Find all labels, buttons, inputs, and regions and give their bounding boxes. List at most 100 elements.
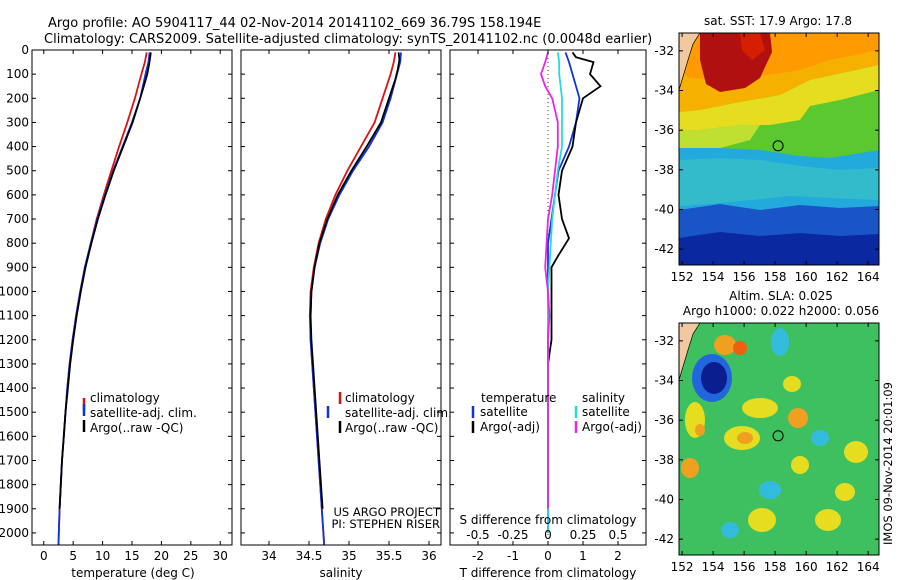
legend-label-satellite: satellite-adj. clim. [345,406,452,420]
x-tick-label: -1 [507,549,519,563]
legend-label-t-satellite: satellite [480,405,528,419]
x-tick-label: 35 [341,549,356,563]
lat-tick-label: -32 [654,334,674,348]
y-tick-label: 400 [6,140,29,154]
lon-tick-label: 158 [764,270,787,284]
legend-label-t-argo: Argo(-adj) [480,420,540,434]
lon-tick-label: 156 [733,270,756,284]
y-tick-label: 1400 [0,381,29,395]
temperature-x-axis: 0 5 10 15 20 25 30 [40,50,228,563]
lat-tick-label: -42 [654,242,674,256]
sst-map-panel: sat. SST: 17.9 Argo: 17.8 152 154 156 158 16… [654,14,879,284]
lat-tick-label: -36 [654,123,674,137]
s-difference-axis: -0.5 -0.25 0 0.25 0.5 [466,528,627,542]
x-tick-label: 0 [40,549,48,563]
salinity-series [308,52,402,546]
lat-tick-label: -42 [654,532,674,546]
x-tick-label: 34 [261,549,276,563]
sla-map-panel: Altim. SLA: 0.025 Argo h1000: 0.022 h200… [654,289,879,574]
lat-tick-label: -36 [654,413,674,427]
sst-map-frame [678,32,880,266]
y-tick-label: 800 [6,236,29,250]
x-tick-label: 10 [95,549,110,563]
x-tick-label: 36 [421,549,436,563]
lat-tick-label: -40 [654,492,674,506]
series-line-s-satellite [547,52,563,533]
s-tick-label: 0.25 [570,528,597,542]
y-tick-label: 1600 [0,429,29,443]
y-tick-label: 1200 [0,333,29,347]
lon-tick-label: 162 [826,270,849,284]
lon-tick-label: 154 [702,270,725,284]
lon-tick-label: 152 [671,560,694,574]
series-line-s-argo-adj- [540,52,559,509]
sst-map-title: sat. SST: 17.9 Argo: 17.8 [704,14,852,28]
sst-map-axes: 152 154 156 158 160 162 164 -32 -34 -36 -38 -40 -42 [654,33,880,284]
series-line-climatology [308,52,397,546]
y-tick-label: 700 [6,212,29,226]
temperature-panel: 0100200300400500600700800900100011001200… [0,43,233,580]
y-tick-label: 1500 [0,405,29,419]
series-line-climatology [57,52,148,546]
series-line-t-satellite [547,52,581,533]
series-line-argo-raw-qc- [58,52,152,509]
series-line-t-argo-adj- [547,51,602,509]
lon-tick-label: 164 [857,270,880,284]
salinity-y-ticks [241,49,441,534]
lon-tick-label: 152 [671,270,694,284]
legend-title-temperature: temperature [481,391,556,405]
y-tick-label: 1900 [0,502,29,516]
x-tick-label: 25 [183,549,198,563]
x-tick-label: 34.5 [296,549,323,563]
lon-tick-label: 156 [733,560,756,574]
header-line-1: Argo profile: AO 5904117_44 02-Nov-2014 … [48,16,541,31]
x-tick-label: -2 [472,549,484,563]
x-tick-label: 30 [213,549,228,563]
y-tick-label: 900 [6,260,29,274]
series-line-argo-raw-qc- [309,52,401,509]
legend-label-argo: Argo(..raw -QC) [345,421,438,435]
y-tick-label: 0 [21,43,29,57]
lon-tick-label: 160 [795,560,818,574]
project-annotation: US ARGO PROJECT [333,505,441,519]
sla-map-frame [678,322,880,556]
temperature-x-label: temperature (deg C) [71,566,194,580]
lon-tick-label: 164 [857,560,880,574]
s-tick-label: 0.5 [608,528,627,542]
sla-map-axes: 152 154 156 158 160 162 164 -32 -34 -36 -38 -40 -42 [654,323,880,574]
difference-y-ticks [450,49,646,534]
legend-label-satellite: satellite-adj. clim. [90,406,197,420]
legend-title-salinity: salinity [582,391,625,405]
x-tick-label: 0 [544,549,552,563]
lat-tick-label: -38 [654,453,674,467]
argo-position-marker [772,430,784,442]
pi-annotation: PI: STEPHEN RISER [332,517,441,531]
t-difference-x-axis: -2 -1 0 1 2 [472,50,622,563]
lon-tick-label: 158 [764,560,787,574]
s-difference-label: S difference from climatology [460,513,637,527]
t-difference-label: T difference from climatology [459,566,637,580]
series-line-satellite-adj-clim- [57,52,151,546]
x-tick-label: 35.5 [376,549,403,563]
sla-heatmap [679,323,879,555]
depth-axis: 0 100 200 300 400 500 600 700 800 900 1000 1100 1200… [0,43,232,540]
argo-position-marker [772,140,784,152]
sla-map-title-1: Altim. SLA: 0.025 [729,289,833,303]
y-tick-label: 1800 [0,478,29,492]
difference-legend: temperature salinity satellite Argo(-adj… [471,391,642,434]
lat-tick-label: -32 [654,44,674,58]
lon-tick-label: 162 [826,560,849,574]
sla-map-title-2: Argo h1000: 0.022 h2000: 0.056 [683,304,879,318]
y-tick-label: 2000 [0,526,29,540]
x-tick-label: 15 [124,549,139,563]
legend-label-climatology: climatology [90,391,160,405]
salinity-x-label: salinity [319,566,362,580]
s-tick-label: -0.5 [466,528,489,542]
x-tick-label: 5 [69,549,77,563]
legend-label-argo: Argo(..raw -QC) [90,421,183,435]
y-tick-label: 500 [6,164,29,178]
s-tick-label: -0.25 [497,528,528,542]
lat-tick-label: -34 [654,84,674,98]
legend-label-s-argo: Argo(-adj) [582,420,642,434]
